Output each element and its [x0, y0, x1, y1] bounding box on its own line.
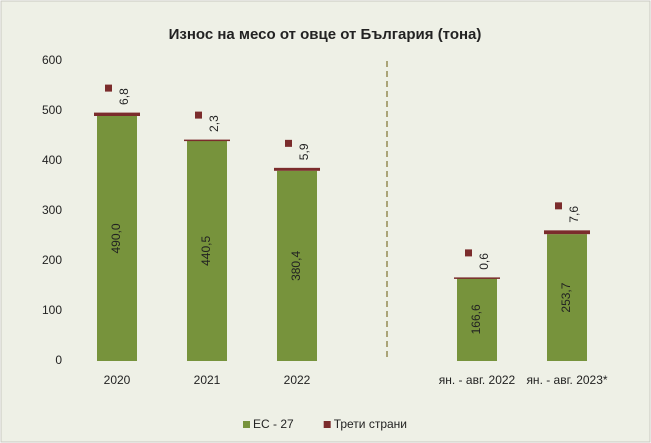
value-label: 490,0	[109, 223, 123, 253]
x-tick-label: ян. - авг. 2022	[439, 373, 516, 387]
y-tick-label: 400	[42, 153, 62, 167]
x-tick-label: ян. - авг. 2023*	[526, 373, 607, 387]
bar	[277, 170, 317, 361]
bar-top	[274, 167, 320, 171]
value-label: 166,6	[469, 304, 483, 334]
y-tick-label: 0	[55, 353, 62, 367]
bar-top	[454, 277, 500, 279]
value-label: 2,3	[207, 115, 221, 132]
bar	[97, 116, 137, 361]
legend-swatch	[243, 421, 250, 428]
value-marker	[195, 111, 202, 119]
x-tick-label: 2021	[194, 373, 221, 387]
value-marker	[105, 84, 112, 92]
bar-top	[184, 139, 230, 142]
x-tick-label: 2022	[284, 373, 311, 387]
bar-top	[544, 230, 590, 235]
chart-title: Износ на месо от овце от България (тона)	[169, 26, 482, 43]
value-label: 6,8	[117, 88, 131, 105]
value-label: 440,5	[199, 236, 213, 266]
value-marker	[285, 139, 292, 147]
x-tick-label: 2020	[104, 373, 131, 387]
value-label: 7,6	[567, 206, 581, 223]
y-tick-label: 200	[42, 253, 62, 267]
value-marker	[465, 249, 472, 257]
y-tick-label: 600	[42, 53, 62, 67]
bar-top	[94, 112, 140, 116]
legend-swatch	[323, 421, 331, 428]
value-label: 380,4	[289, 251, 303, 281]
bar	[457, 277, 497, 361]
value-label: 5,9	[297, 143, 311, 160]
y-tick-label: 300	[42, 203, 62, 217]
value-marker	[555, 202, 562, 210]
value-label: 0,6	[477, 253, 491, 270]
value-label: 253,7	[559, 282, 573, 312]
y-tick-label: 100	[42, 303, 62, 317]
bar	[187, 140, 227, 361]
bar	[547, 234, 587, 361]
legend-label: ЕС - 27	[253, 417, 294, 431]
legend-label: Трети страни	[334, 417, 407, 431]
y-tick-label: 500	[42, 103, 62, 117]
